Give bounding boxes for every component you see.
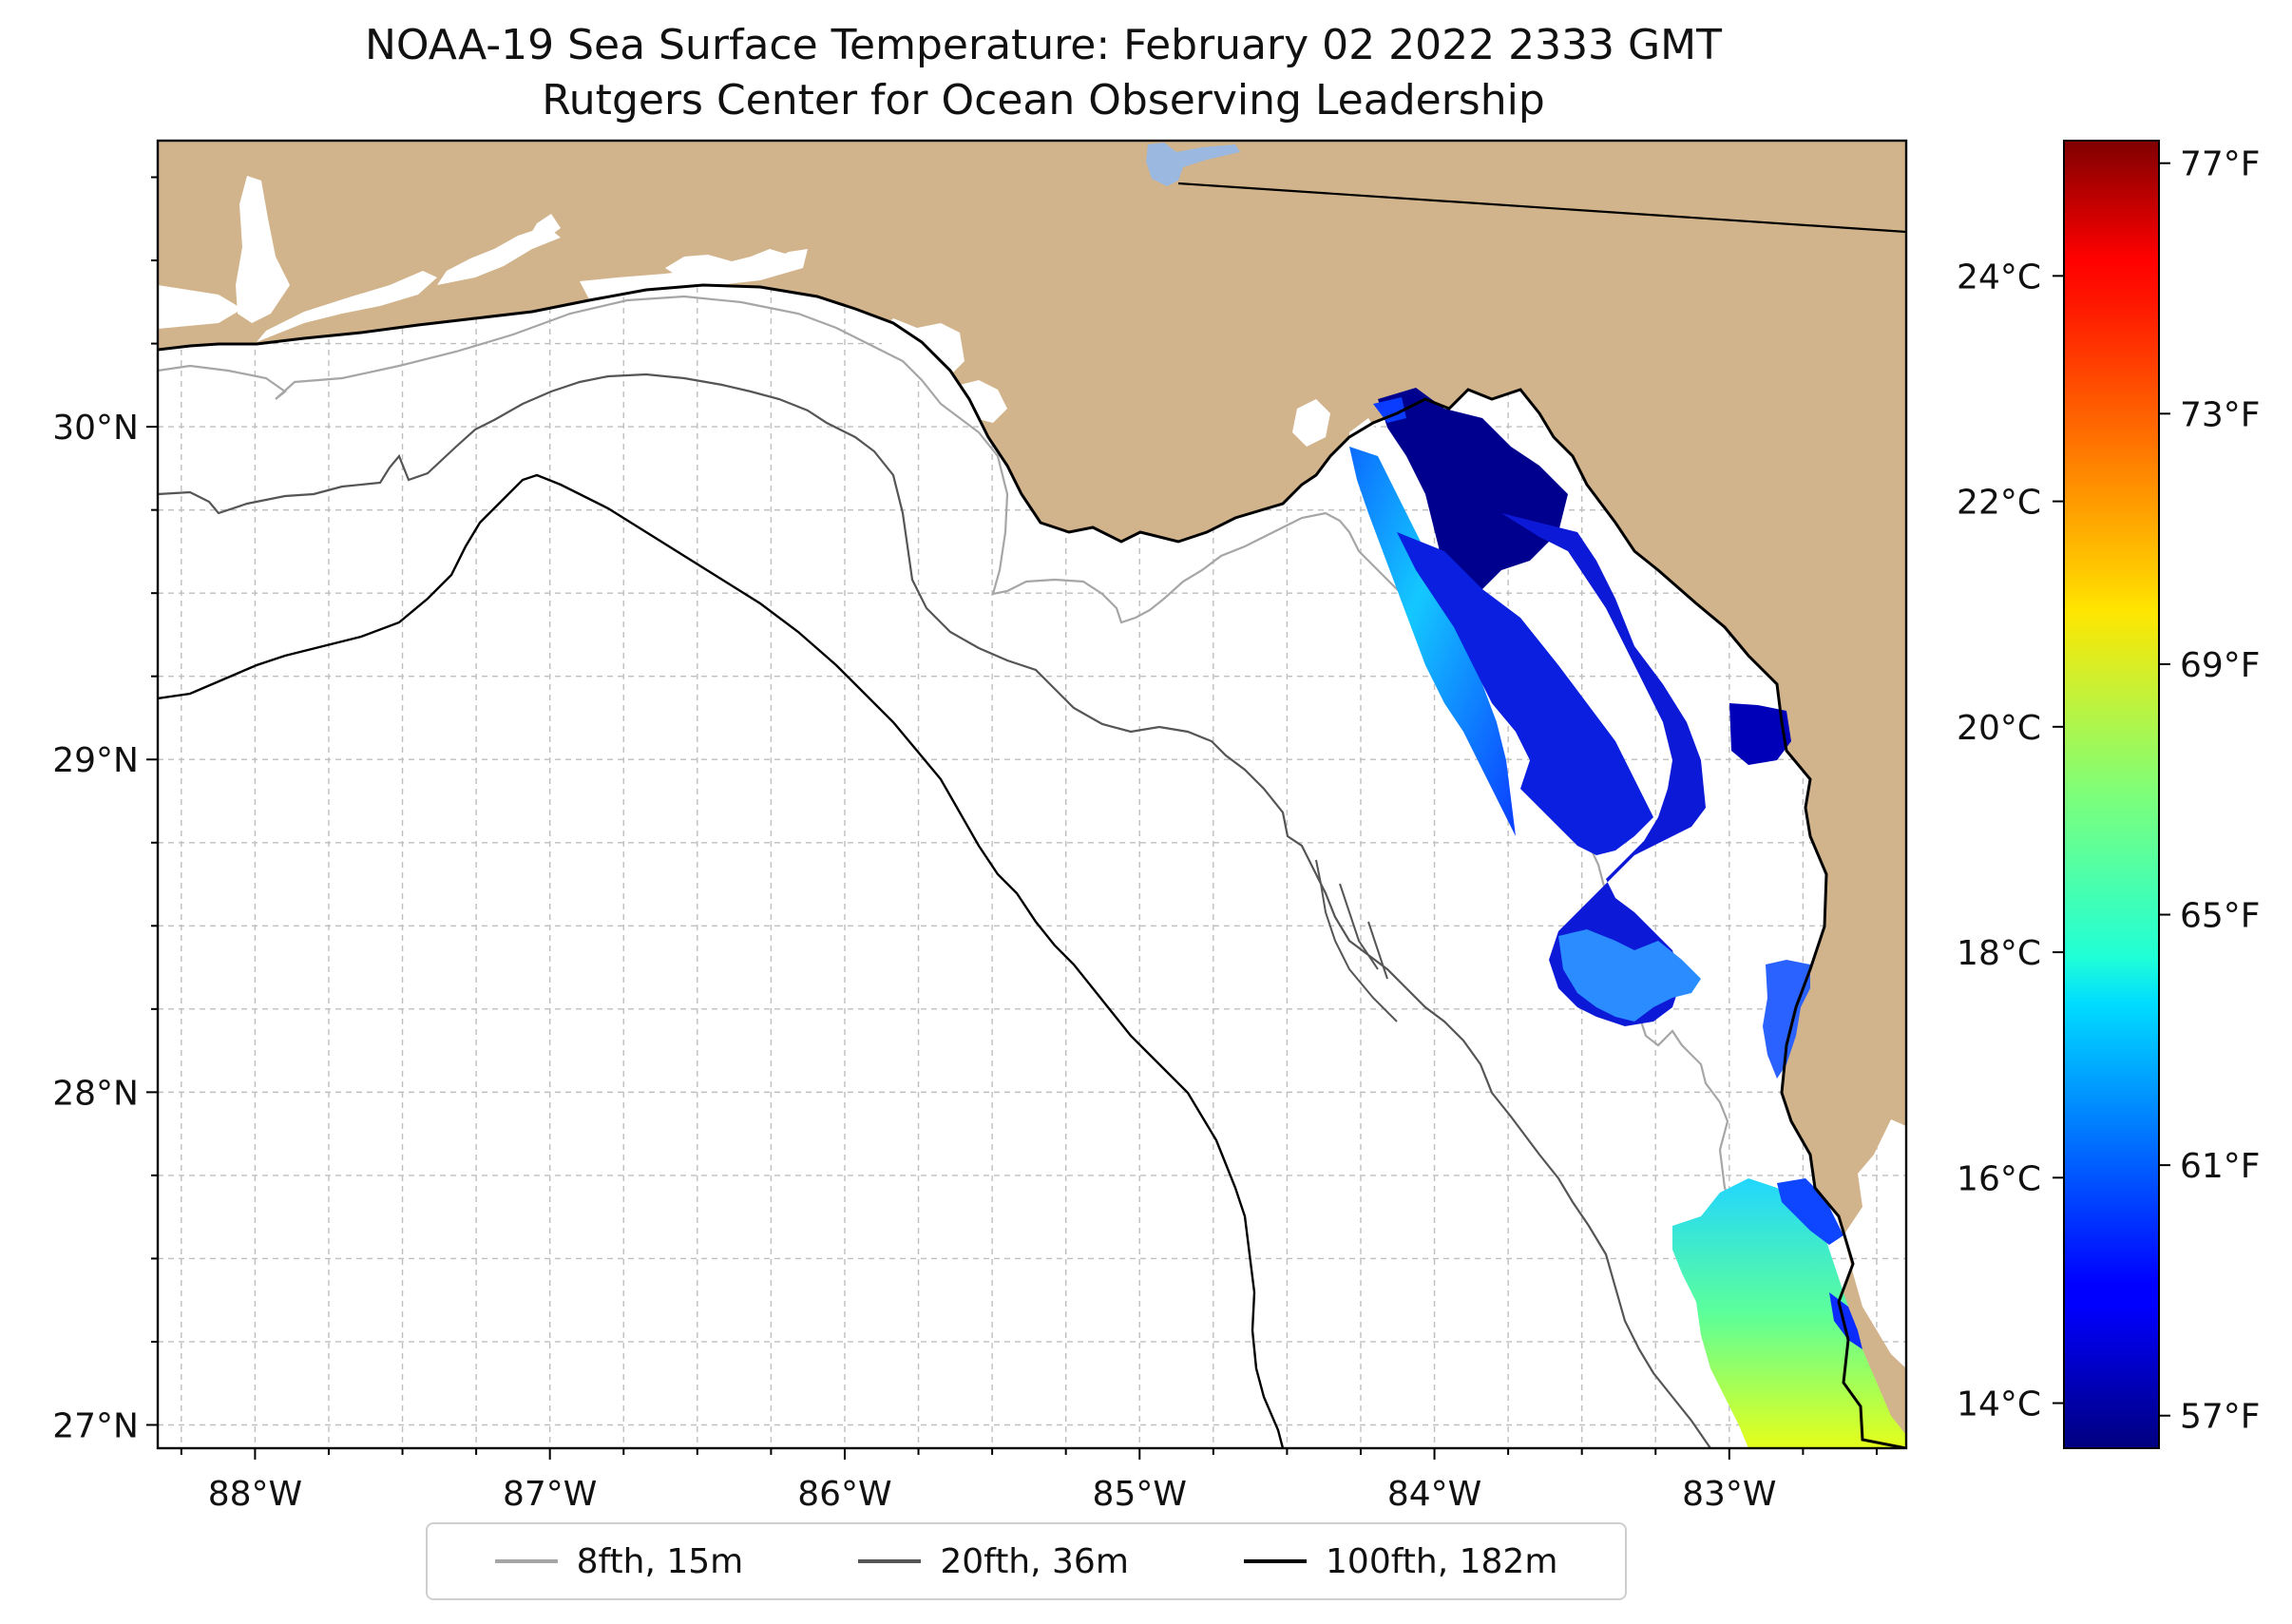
legend-item-20fth: 20fth, 36m <box>858 1542 1129 1581</box>
lon-tick-label: 84°W <box>1387 1475 1481 1514</box>
celsius-tick-label: 20°C <box>1957 709 2041 748</box>
sst-data-swath <box>1349 388 1906 1448</box>
coastline <box>158 283 1906 1448</box>
fahrenheit-tick-label: 61°F <box>2180 1147 2261 1186</box>
fahrenheit-tick-label: 77°F <box>2180 145 2261 184</box>
legend-line-20fth <box>858 1559 922 1563</box>
colorbar-ticks: 14°C 16°C 18°C 20°C 22°C 24°C 57°F 61°F 65°F 69°F… <box>1957 145 2260 1437</box>
fahrenheit-tick-label: 57°F <box>2180 1398 2261 1437</box>
map-axis-ticks: 88°W 87°W 86°W 85°W 84°W 83°W 27°N 28°N 29°N 30°N <box>52 176 1878 1514</box>
map-subtitle: Rutgers Center for Ocean Observing Leade… <box>542 76 1545 124</box>
state-boundary <box>1177 182 1906 234</box>
lat-tick-label: 29°N <box>52 741 139 780</box>
celsius-tick-label: 22°C <box>1957 484 2041 523</box>
colorbar-frame <box>2063 140 2160 1449</box>
lat-tick-label: 28°N <box>52 1074 139 1113</box>
lon-tick-label: 88°W <box>208 1475 302 1514</box>
legend-label-20fth: 20fth, 36m <box>940 1541 1129 1581</box>
contour-legend: 8fth, 15m 20fth, 36m 100fth, 182m <box>426 1522 1627 1600</box>
land-mass <box>158 141 1906 1448</box>
lon-tick-label: 87°W <box>503 1475 597 1514</box>
legend-line-100fth <box>1244 1559 1308 1563</box>
celsius-tick-label: 18°C <box>1957 934 2041 973</box>
fahrenheit-tick-label: 73°F <box>2180 395 2261 434</box>
legend-item-8fth: 8fth, 15m <box>494 1541 744 1581</box>
lon-tick-label: 85°W <box>1093 1475 1187 1514</box>
legend-label-100fth: 100fth, 182m <box>1326 1541 1558 1581</box>
map-title: NOAA-19 Sea Surface Temperature: Februar… <box>365 21 1722 69</box>
lat-tick-label: 27°N <box>52 1406 139 1445</box>
contour-20fth-islands <box>1315 859 1398 1022</box>
fahrenheit-tick-label: 65°F <box>2180 897 2261 936</box>
coastal-bays <box>158 176 1378 454</box>
celsius-tick-label: 16°C <box>1957 1159 2041 1198</box>
legend-item-100fth: 100fth, 182m <box>1244 1542 1557 1581</box>
legend-line-8fth <box>494 1559 558 1563</box>
inland-lake <box>1146 143 1240 186</box>
colorbar <box>2064 141 2159 1448</box>
fahrenheit-tick-label: 69°F <box>2180 646 2261 685</box>
contour-8fth-15m <box>158 295 1878 1448</box>
map-frame <box>156 139 1908 1450</box>
lon-tick-label: 86°W <box>797 1475 891 1514</box>
celsius-tick-label: 14°C <box>1957 1385 2041 1424</box>
celsius-tick-label: 24°C <box>1957 258 2041 296</box>
legend-label-8fth: 8fth, 15m <box>576 1541 744 1581</box>
contour-20fth-36m <box>158 373 1711 1448</box>
lon-tick-label: 83°W <box>1682 1475 1776 1514</box>
contour-100fth-182m <box>158 473 1285 1448</box>
lat-tick-label: 30°N <box>52 409 139 448</box>
